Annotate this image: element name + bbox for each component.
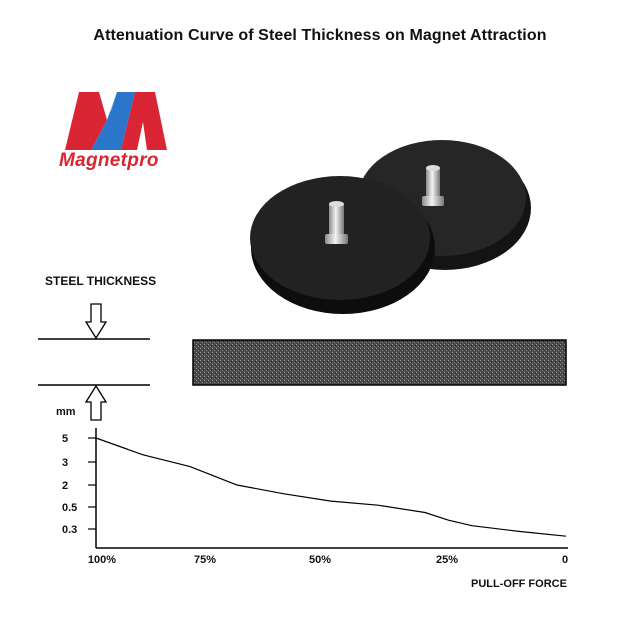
y-tick-label: 0.3 [62,524,77,536]
attenuation-curve [95,437,567,537]
y-tick-label: 0.5 [62,502,77,514]
brand-name: Magnetpro [59,150,159,171]
x-tick-label: 25% [436,554,458,566]
down-arrow-icon [84,303,108,340]
x-tick-label: 0 [562,554,568,566]
x-tick-label: 50% [309,554,331,566]
up-arrow-icon [84,384,108,421]
pot-magnets-image [250,140,531,314]
y-tick-label: 2 [62,480,68,492]
thickness-diagram [38,303,150,421]
y-tick-label: 3 [62,457,68,469]
steel-thickness-label: STEEL THICKNESS [45,274,157,288]
y-axis-unit-label: mm [56,406,76,418]
y-tick-label: 5 [62,433,68,445]
magnetpro-m-logo-icon [65,92,167,150]
x-axis-title: PULL-OFF FORCE [471,578,567,590]
x-tick-label: 75% [194,554,216,566]
x-tick-label: 100% [88,554,116,566]
steel-plate [192,339,567,386]
chart-title: Attenuation Curve of Steel Thickness on … [93,27,547,44]
